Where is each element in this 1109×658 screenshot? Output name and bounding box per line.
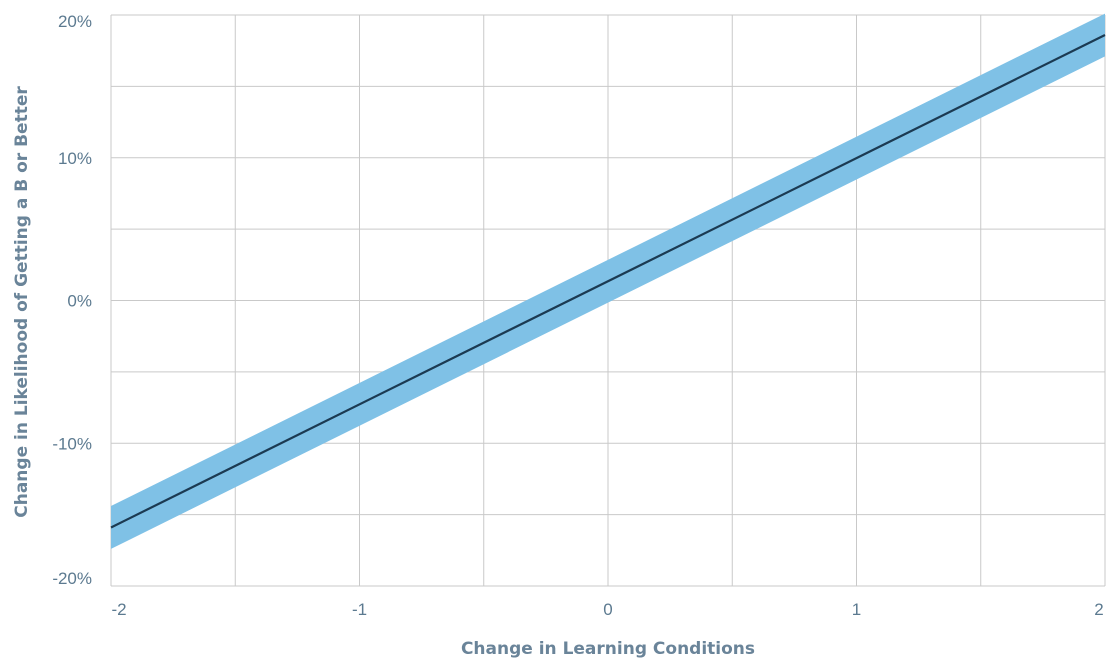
trend-line-layer bbox=[110, 33, 1106, 529]
y-tick-label: -10% bbox=[52, 434, 92, 453]
x-axis-title: Change in Learning Conditions bbox=[461, 639, 755, 658]
y-tick-label: 0% bbox=[67, 292, 92, 311]
x-tick-label: 2 bbox=[1094, 600, 1103, 619]
y-tick-label: 20% bbox=[58, 12, 92, 31]
y-tick-labels: -20% -10% 0% 10% 20% bbox=[52, 12, 92, 588]
x-tick-label: 1 bbox=[852, 600, 861, 619]
x-tick-label: 0 bbox=[603, 600, 612, 619]
trend-line bbox=[110, 33, 1106, 529]
y-tick-label: -20% bbox=[52, 569, 92, 588]
x-tick-label: -1 bbox=[352, 600, 367, 619]
x-tick-label: -2 bbox=[111, 600, 126, 619]
y-tick-label: 10% bbox=[58, 149, 92, 168]
y-axis-title: Change in Likelihood of Getting a B or B… bbox=[12, 86, 32, 518]
x-tick-labels: -2 -1 0 1 2 bbox=[111, 600, 1103, 619]
